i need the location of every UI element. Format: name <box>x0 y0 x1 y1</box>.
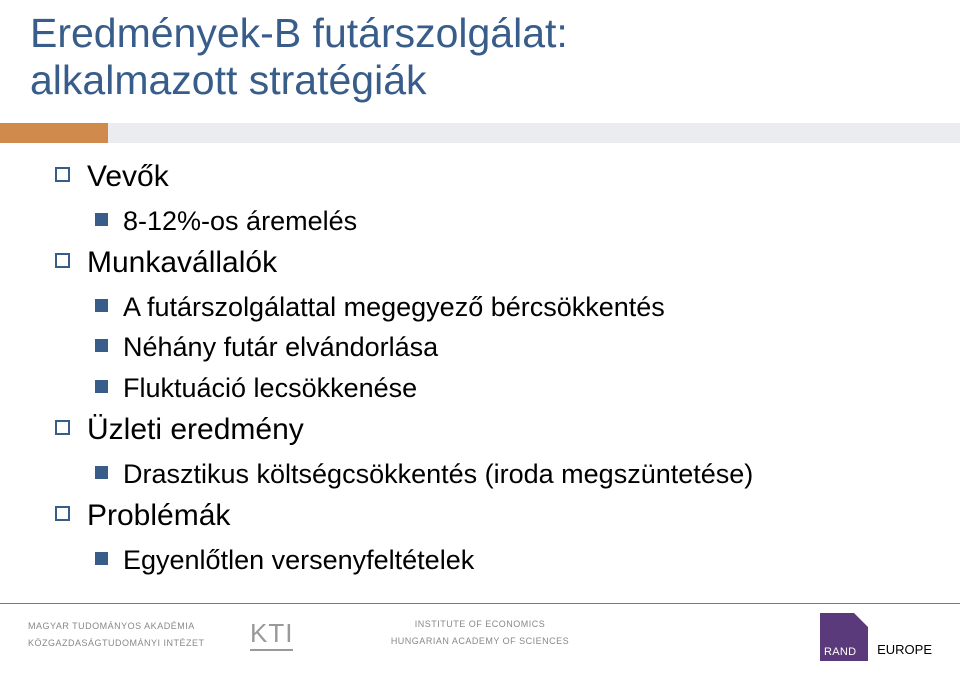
bullet-vevok: Vevők <box>55 155 930 199</box>
footer-center-line2: HUNGARIAN ACADEMY OF SCIENCES <box>391 633 569 650</box>
europe-label: EUROPE <box>877 642 932 657</box>
bullet-problemak: Problémák <box>55 494 930 538</box>
footer-center-line1: INSTITUTE OF ECONOMICS <box>391 616 569 633</box>
rand-logo-corner <box>854 613 868 627</box>
subbullet-fluktuacio: Fluktuáció lecsökkenése <box>95 368 930 409</box>
subbullet-aremeles: 8-12%-os áremelés <box>95 201 930 242</box>
rand-logo: RAND <box>820 613 868 661</box>
footer-left-org: MAGYAR TUDOMÁNYOS AKADÉMIA KÖZGAZDASÁGTU… <box>28 618 205 652</box>
subbullet-elvandorlas: Néhány futár elvándorlása <box>95 327 930 368</box>
slide-title: Eredmények-B futárszolgálat: alkalmazott… <box>0 0 960 104</box>
kti-logo: KTI <box>250 618 293 649</box>
title-line-2: alkalmazott stratégiák <box>30 57 930 104</box>
subbullet-versenyfeltetelek: Egyenlőtlen versenyfeltételek <box>95 540 930 581</box>
slide-body: Vevők 8-12%-os áremelés Munkavállalók A … <box>55 155 930 580</box>
title-line-1: Eredmények-B futárszolgálat: <box>30 10 930 57</box>
footer-left-line2: KÖZGAZDASÁGTUDOMÁNYI INTÉZET <box>28 635 205 652</box>
subbullet-koltsegcsokkentes: Drasztikus költségcsökkentés (iroda megs… <box>95 454 930 495</box>
rand-logo-text: RAND <box>824 646 856 658</box>
kti-logo-text: KTI <box>250 618 293 651</box>
accent-bar <box>0 123 108 143</box>
footer-center-org: INSTITUTE OF ECONOMICS HUNGARIAN ACADEMY… <box>391 616 569 650</box>
bullet-munkavallalok: Munkavállalók <box>55 241 930 285</box>
decor-bar <box>108 123 960 143</box>
subbullet-bercsokkentes: A futárszolgálattal megegyező bércsökken… <box>95 287 930 328</box>
bullet-uzleti-eredmeny: Üzleti eredmény <box>55 408 930 452</box>
slide-footer: MAGYAR TUDOMÁNYOS AKADÉMIA KÖZGAZDASÁGTU… <box>0 603 960 681</box>
footer-left-line1: MAGYAR TUDOMÁNYOS AKADÉMIA <box>28 618 205 635</box>
